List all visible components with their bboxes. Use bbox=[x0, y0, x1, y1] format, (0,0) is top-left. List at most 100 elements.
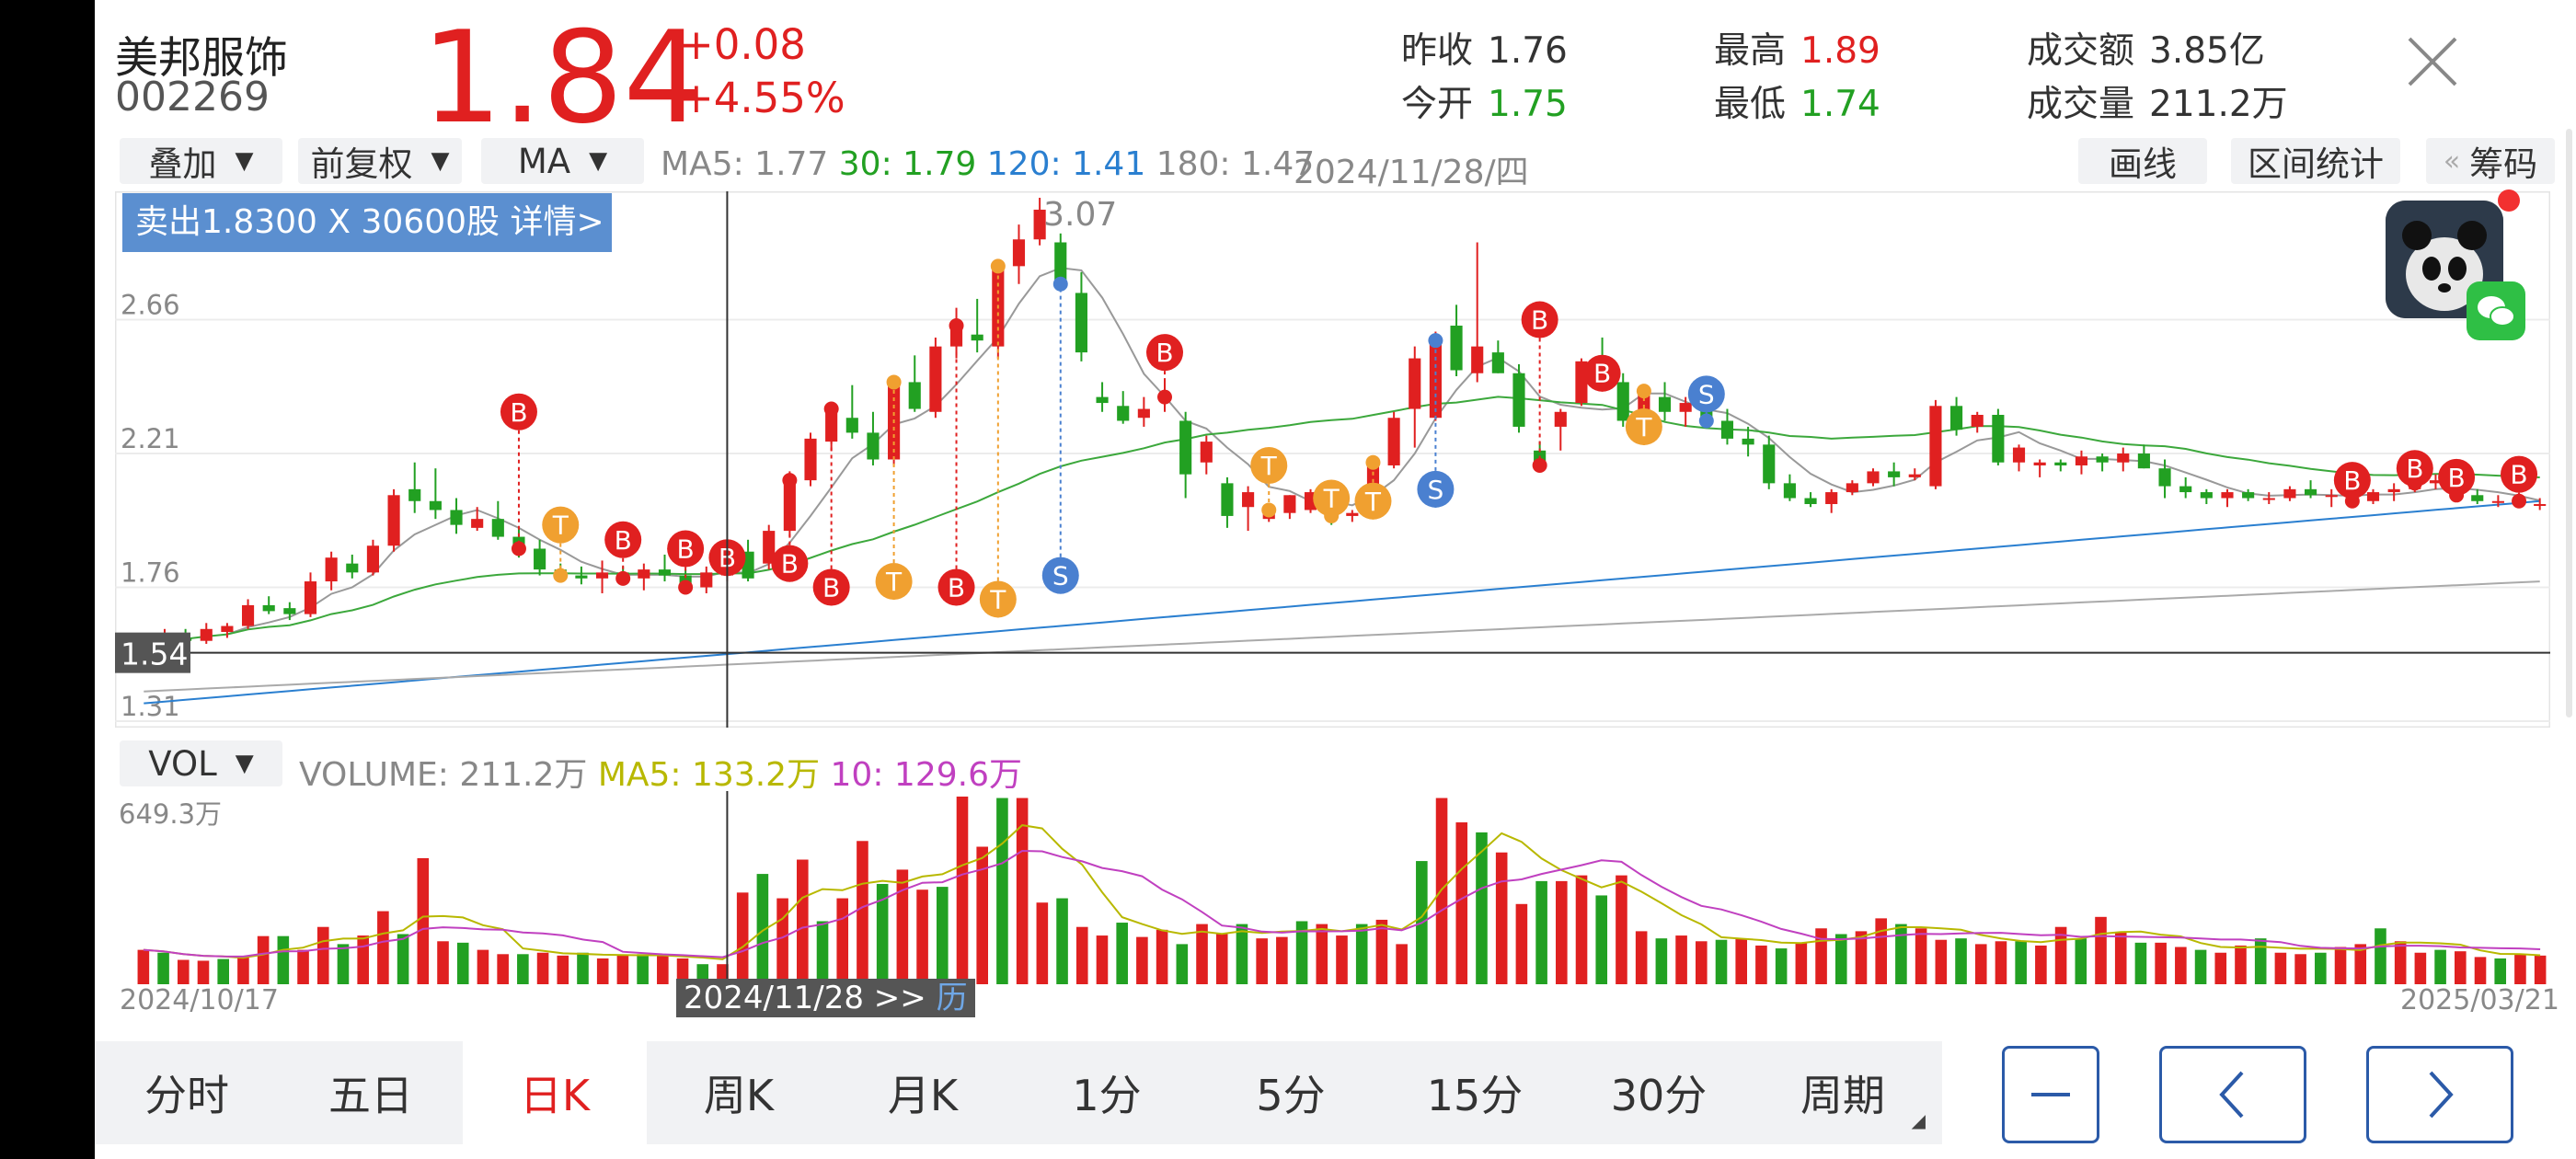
svg-text:B: B bbox=[1156, 338, 1173, 368]
volume-bar bbox=[2434, 949, 2446, 984]
indicator-dropdown[interactable]: MA ▼ bbox=[481, 138, 644, 184]
trade-marker-B: B bbox=[1521, 301, 1558, 473]
tab-30min[interactable]: 30分 bbox=[1610, 1071, 1708, 1120]
candle bbox=[1409, 346, 1421, 448]
tab-15min[interactable]: 15分 bbox=[1426, 1071, 1524, 1120]
end-date-label: 2025/03/21 bbox=[2400, 984, 2559, 1016]
trade-marker-T: T bbox=[542, 506, 580, 583]
stat-turnover: 成交额 3.85亿 bbox=[2027, 30, 2265, 72]
candle bbox=[804, 432, 817, 487]
volume-bar bbox=[836, 898, 849, 984]
candle bbox=[1491, 340, 1504, 373]
candle bbox=[2534, 498, 2547, 511]
caret-down-icon: ▼ bbox=[589, 147, 608, 175]
candle bbox=[534, 539, 546, 576]
candle bbox=[1950, 396, 1963, 436]
crosshair-price-tag bbox=[115, 632, 190, 673]
sell-info-banner[interactable]: 卖出1.8300 X 30600股 详情> bbox=[122, 193, 612, 252]
history-link[interactable]: 历 bbox=[936, 980, 968, 1016]
volume-bar bbox=[1855, 931, 1868, 984]
candle bbox=[1450, 304, 1463, 376]
volume-bar bbox=[2394, 941, 2407, 984]
candle bbox=[325, 551, 338, 591]
tab-five-day[interactable]: 五日 bbox=[328, 1071, 413, 1120]
ma180-line bbox=[144, 580, 2540, 693]
zoom-out-button[interactable] bbox=[2002, 1046, 2099, 1143]
volume-bar bbox=[1016, 798, 1029, 984]
candle bbox=[908, 355, 921, 412]
volume-bar bbox=[1755, 945, 1767, 984]
vertical-scrollbar[interactable] bbox=[2566, 129, 2572, 717]
chevron-right-icon bbox=[2429, 1071, 2454, 1119]
tab-5min[interactable]: 5分 bbox=[1256, 1071, 1326, 1120]
volume-bar bbox=[1715, 939, 1728, 984]
draw-line-button[interactable]: 画线 bbox=[2078, 138, 2207, 184]
volume-bar bbox=[1355, 924, 1368, 984]
adjust-dropdown[interactable]: 前复权 ▼ bbox=[298, 138, 462, 184]
candle bbox=[2325, 488, 2338, 508]
volume-ma10-line bbox=[143, 849, 2541, 958]
volume-bar bbox=[2214, 952, 2227, 984]
volume-bar bbox=[1616, 875, 1627, 984]
volume-bar bbox=[2274, 952, 2287, 984]
chevron-left-icon bbox=[2219, 1071, 2244, 1119]
close-icon[interactable] bbox=[2404, 33, 2461, 90]
candle bbox=[491, 500, 504, 540]
trade-marker-S: S bbox=[1041, 276, 1079, 594]
svg-text:S: S bbox=[1052, 561, 1069, 591]
overlay-dropdown[interactable]: 叠加 ▼ bbox=[120, 138, 282, 184]
tab-weekly-k[interactable]: 周K bbox=[703, 1071, 775, 1120]
volume-bar bbox=[797, 859, 809, 984]
volume-bar bbox=[2175, 947, 2187, 984]
tab-daily-k[interactable]: 日K bbox=[463, 1041, 647, 1144]
previous-button[interactable] bbox=[2159, 1046, 2306, 1143]
candle bbox=[429, 468, 442, 520]
volume-indicator-dropdown[interactable]: VOL ▼ bbox=[120, 740, 282, 786]
candle bbox=[1471, 242, 1484, 383]
volume-bar bbox=[1795, 942, 1808, 984]
volume-bar bbox=[1396, 944, 1408, 984]
trade-marker-S: S bbox=[1417, 333, 1455, 508]
caret-down-icon: ▼ bbox=[235, 147, 254, 175]
tab-monthly-k[interactable]: 月K bbox=[887, 1071, 959, 1120]
wechat-icon[interactable] bbox=[2467, 281, 2525, 340]
volume-bar bbox=[197, 960, 210, 984]
volume-bar bbox=[1476, 832, 1488, 984]
chips-button[interactable]: «筹码 bbox=[2426, 138, 2555, 184]
volume-bar bbox=[237, 957, 249, 984]
tab-1min[interactable]: 1分 bbox=[1072, 1071, 1142, 1120]
candle bbox=[1742, 426, 1754, 457]
ma30-line bbox=[144, 396, 2540, 642]
svg-text:B: B bbox=[615, 525, 632, 556]
volume-bar bbox=[1495, 852, 1508, 984]
candle bbox=[387, 488, 400, 552]
candle bbox=[2283, 486, 2296, 501]
volume-bar bbox=[2155, 942, 2167, 984]
next-button[interactable] bbox=[2366, 1046, 2513, 1143]
notification-dot bbox=[2498, 189, 2520, 212]
candle bbox=[1825, 488, 1838, 513]
candle bbox=[1804, 492, 1817, 508]
cursor-date-tag[interactable]: 2024/11/28 >> 历 bbox=[676, 979, 975, 1017]
svg-text:B: B bbox=[822, 573, 840, 603]
trade-marker-T: T bbox=[1625, 384, 1662, 445]
volume-bar bbox=[1556, 880, 1568, 984]
volume-bar bbox=[1775, 948, 1788, 984]
volume-bar bbox=[936, 887, 949, 984]
tab-intraday[interactable]: 分时 bbox=[144, 1071, 229, 1120]
candle bbox=[1763, 435, 1776, 489]
crosshair-price-label: 1.54 bbox=[121, 637, 188, 672]
candle bbox=[2012, 444, 2026, 472]
candle bbox=[450, 498, 463, 534]
candle bbox=[2471, 488, 2484, 504]
volume-chart[interactable] bbox=[115, 791, 2550, 984]
volume-bar bbox=[437, 941, 449, 984]
range-stats-button[interactable]: 区间统计 bbox=[2231, 138, 2400, 184]
volume-bar bbox=[1036, 902, 1049, 984]
tab-period[interactable]: 周期 ◢ bbox=[1800, 1071, 1926, 1131]
candle bbox=[700, 566, 713, 593]
volume-bar bbox=[2455, 951, 2467, 984]
volume-bar bbox=[1375, 919, 1388, 984]
volume-bar bbox=[1695, 941, 1708, 984]
